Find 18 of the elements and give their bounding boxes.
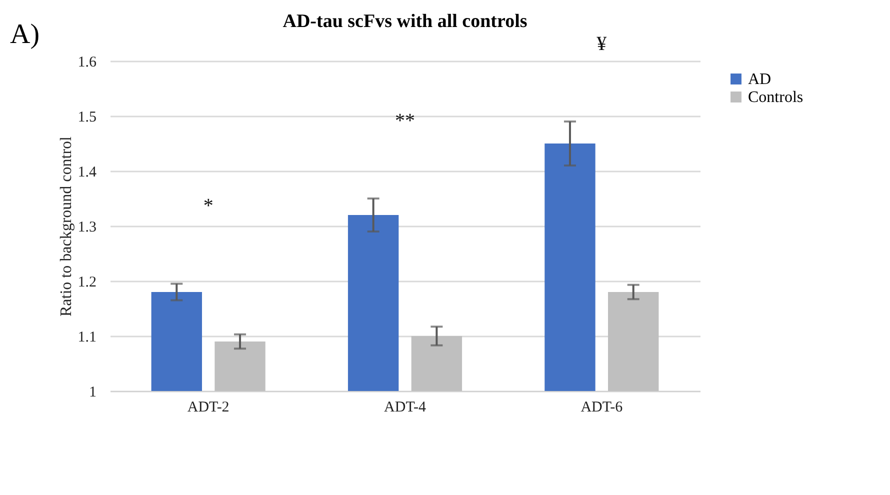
y-tick-label: 1.1: [78, 330, 96, 346]
annotation: *: [203, 195, 214, 218]
y-tick-label: 1.4: [78, 164, 97, 180]
y-tick-label: 1.2: [78, 274, 96, 290]
y-tick-label: 1.3: [78, 220, 96, 236]
x-tick-label: ADT-6: [580, 400, 624, 416]
annotation: **: [395, 110, 415, 132]
x-tick-label: ADT-4: [384, 400, 426, 416]
y-tick-label: 1: [89, 384, 96, 400]
x-tick-label: ADT-2: [187, 400, 230, 416]
text: ¥: [596, 32, 607, 55]
y-tick-label: 1.5: [78, 110, 96, 126]
legend-label: AD: [748, 71, 772, 88]
text: A): [10, 19, 40, 50]
y-tick-label: 1.6: [78, 54, 97, 70]
y-axis-title: Ratio to background control: [58, 136, 75, 316]
legend-label: Controls: [748, 89, 804, 106]
chart-title: AD-tau scFvs with all controls: [282, 11, 528, 32]
